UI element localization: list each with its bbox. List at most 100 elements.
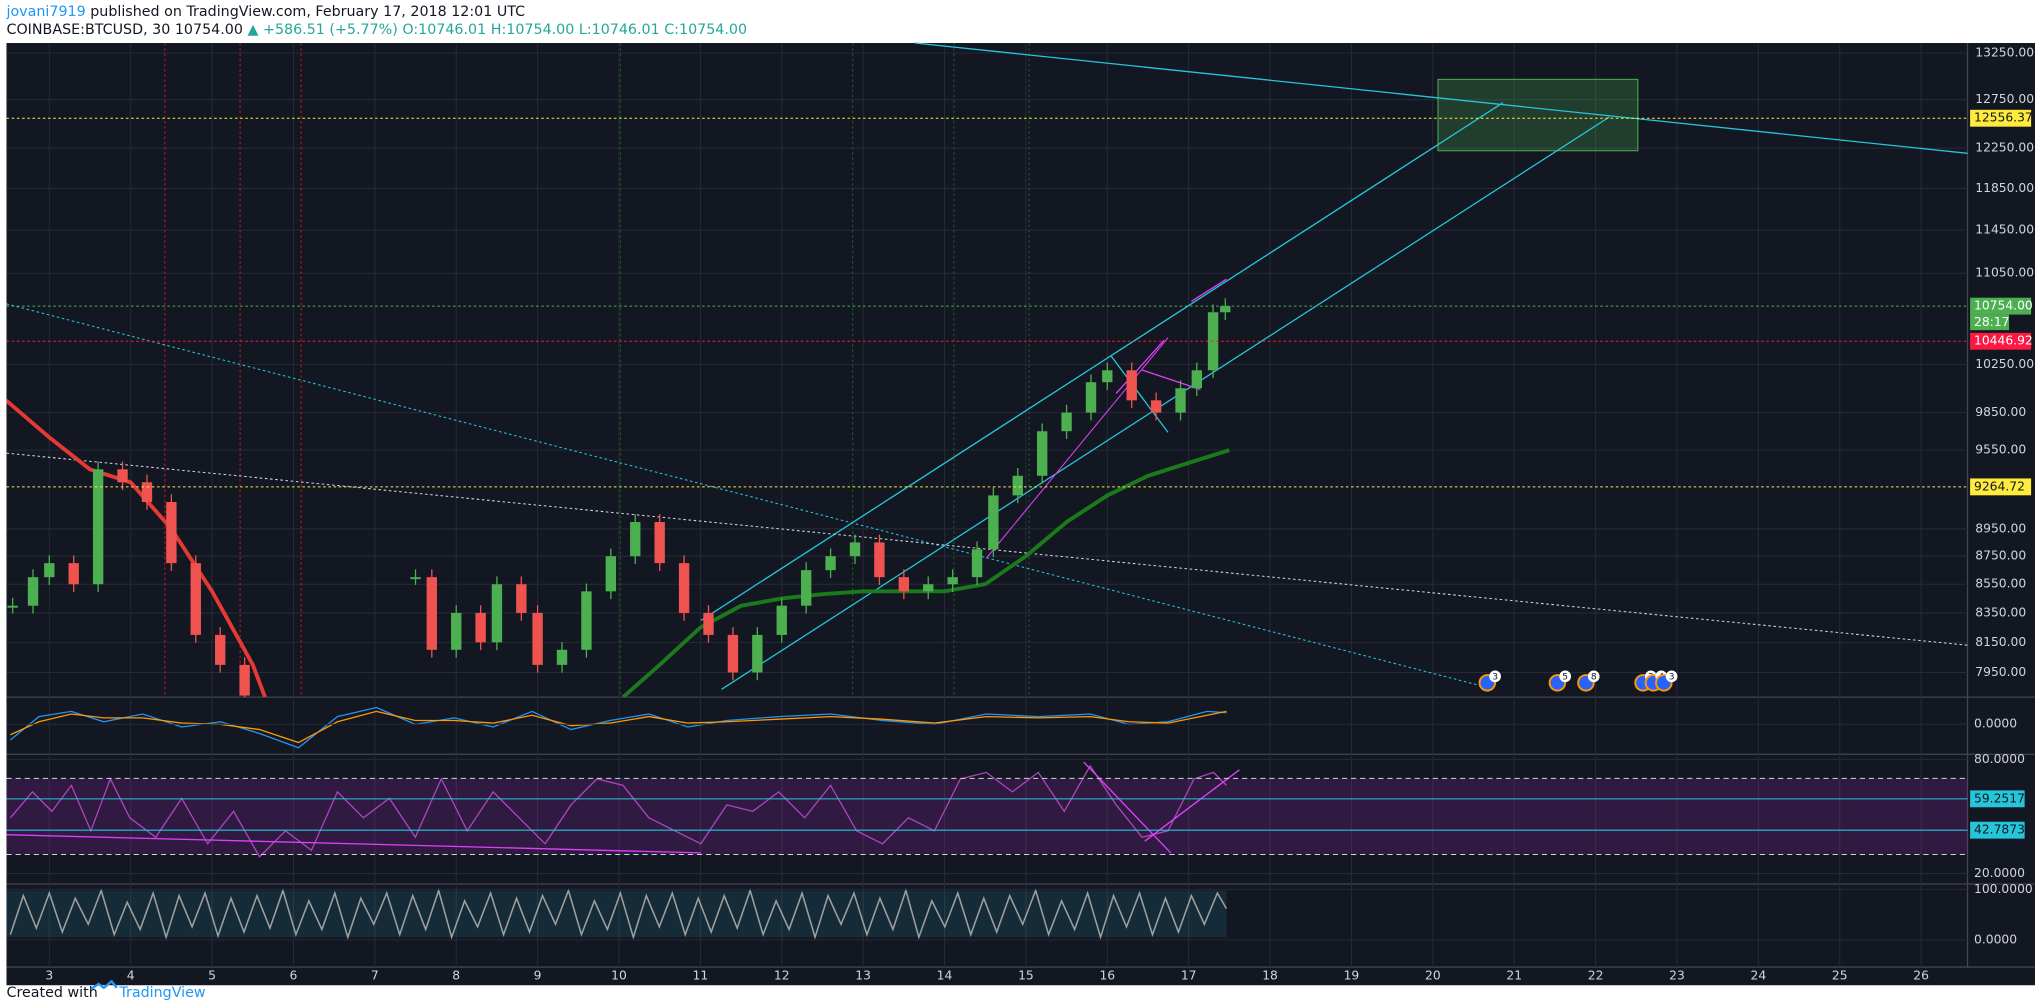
y-tick-label: 8550.00	[1975, 577, 2026, 591]
y-tick-label: 10250.00	[1975, 357, 2034, 371]
candle	[491, 584, 503, 643]
x-tick-label: 11	[693, 969, 709, 983]
rsi-pane	[6, 761, 1968, 858]
candle	[971, 549, 983, 578]
candle	[605, 556, 617, 592]
trendline	[6, 452, 1968, 646]
pane-tag	[1970, 821, 2025, 839]
event-count: 5	[1562, 673, 1568, 683]
candle	[825, 556, 836, 571]
trendline	[6, 303, 1480, 686]
x-tick-label: 21	[1506, 969, 1522, 983]
x-tick-label: 20	[1425, 969, 1441, 983]
x-tick-label: 26	[1913, 969, 1929, 983]
x-tick-label: 6	[290, 969, 298, 983]
event-badge	[1587, 670, 1600, 683]
candle	[1220, 306, 1231, 313]
candle	[1036, 431, 1048, 476]
y-tick-label: 8750.00	[1975, 549, 2026, 563]
channel-line	[721, 116, 1610, 690]
candle	[1150, 400, 1162, 413]
author: jovani7919	[5, 4, 85, 20]
candle	[1061, 412, 1072, 432]
x-tick-label: 22	[1588, 969, 1604, 983]
candle	[1012, 475, 1023, 496]
grid	[6, 43, 1968, 968]
price-pane	[6, 298, 1231, 698]
candle	[703, 612, 714, 635]
x-tick-label: 10	[611, 969, 627, 983]
logo	[90, 979, 118, 991]
x-tick-label: 3	[45, 969, 53, 983]
candle	[475, 612, 486, 643]
candle	[727, 634, 739, 673]
candle	[752, 634, 763, 673]
event-count: 3	[1492, 673, 1498, 683]
trendline	[914, 42, 1968, 154]
candle	[678, 563, 690, 613]
price-axis	[1967, 43, 2035, 968]
wedge-line	[985, 337, 1169, 559]
candle	[776, 605, 787, 635]
event-badge	[1665, 670, 1678, 683]
candle	[451, 612, 462, 650]
candle	[141, 482, 153, 502]
macd-line	[9, 706, 1227, 749]
candle	[874, 542, 885, 578]
x-tick-label: 23	[1669, 969, 1685, 983]
candle	[1191, 370, 1202, 389]
candle	[654, 522, 665, 564]
y-tick-label: 8150.00	[1975, 635, 2026, 649]
x-tick-label: 13	[855, 969, 871, 983]
y-tick-label: 11850.00	[1975, 181, 2034, 195]
y-tick-label: 12250.00	[1975, 141, 2034, 155]
rsi-trendline	[6, 834, 701, 854]
x-tick-label: 8	[452, 969, 460, 983]
published: published on TradingView.com, February 1…	[90, 4, 525, 20]
countdown-tag	[1970, 314, 2010, 331]
candle	[426, 577, 437, 650]
pane-tick-label: 0.0000	[1974, 932, 2017, 946]
signal-line	[10, 710, 1227, 744]
event-badge	[1489, 670, 1501, 683]
candle	[215, 634, 226, 665]
x-tick-label: 5	[208, 969, 216, 983]
candle	[947, 577, 958, 585]
rsi-line	[9, 764, 1227, 858]
x-tick-label: 14	[937, 969, 953, 983]
price-tag	[1970, 297, 2032, 315]
y-tick-label: 9850.00	[1975, 405, 2026, 419]
candle	[166, 501, 177, 564]
stoch-pane	[6, 887, 1228, 940]
y-tick-label: 8950.00	[1975, 521, 2026, 535]
symbol: COINBASE:BTCUSD, 30	[6, 22, 170, 38]
candle	[239, 664, 250, 696]
candle	[849, 542, 861, 557]
event-count: 8	[1591, 673, 1597, 683]
candle	[92, 469, 104, 585]
price-tag-label: 10754.00	[1974, 299, 2033, 313]
last: 10754.00	[175, 22, 243, 38]
x-tick-label: 18	[1262, 969, 1278, 983]
y-tick-label: 7950.00	[1975, 665, 2026, 679]
rsi-band	[6, 778, 1968, 855]
footer-text: Created with	[6, 985, 97, 1001]
symbol-line: COINBASE:BTCUSD, 30 10754.00 ▲ +586.51 (…	[6, 22, 747, 38]
event-badge	[1559, 670, 1572, 683]
y-tick-label: 13250.00	[1975, 46, 2034, 60]
candle	[800, 570, 812, 606]
x-tick-label: 9	[534, 969, 542, 983]
candle	[581, 591, 592, 650]
price-tag	[1970, 478, 2032, 496]
pane-tick-label: 100.0000	[1974, 882, 2033, 896]
time-axis	[6, 967, 2035, 986]
y-tick-label: 12750.00	[1975, 92, 2034, 106]
x-tick-label: 24	[1751, 969, 1767, 983]
price-tag-label: 9264.72	[1974, 479, 2025, 493]
wedge-line	[1141, 369, 1201, 391]
candle	[117, 469, 128, 483]
macd-pane	[9, 706, 1227, 749]
footer-brand[interactable]: TradingView	[118, 985, 206, 1001]
candle	[898, 577, 910, 592]
